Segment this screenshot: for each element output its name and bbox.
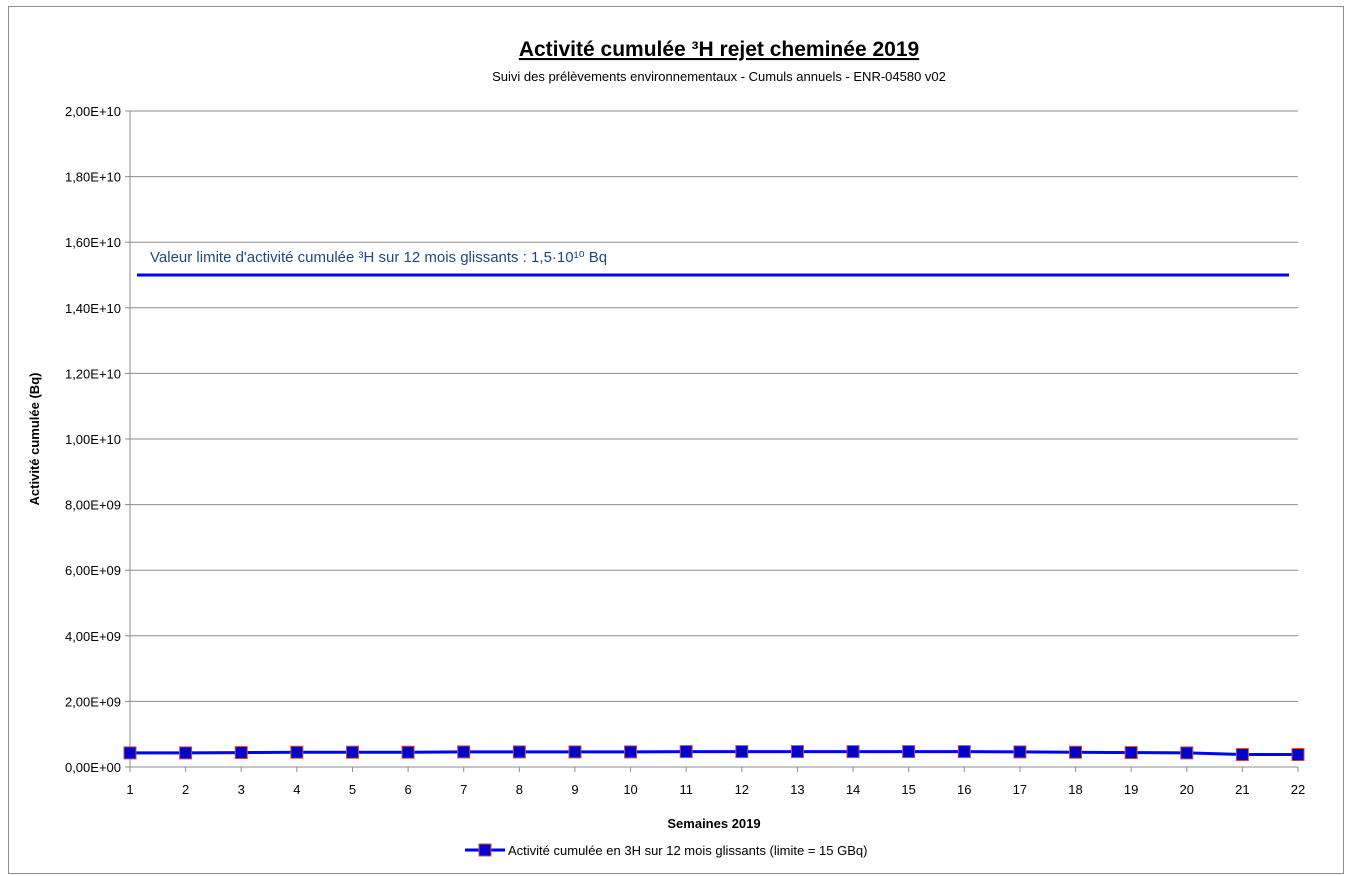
x-tick-label: 9 <box>571 782 578 797</box>
data-point-marker <box>735 745 749 759</box>
line-chart: Activité cumulée ³H rejet cheminée 2019 … <box>27 38 1305 858</box>
x-tick-label: 14 <box>846 782 860 797</box>
x-tick-label: 7 <box>460 782 467 797</box>
limit-line-label: Valeur limite d'activité cumulée ³H sur … <box>150 249 607 266</box>
data-point-marker <box>123 746 137 760</box>
x-tick-label: 11 <box>679 782 693 797</box>
data-point-marker <box>1291 748 1305 762</box>
data-point-marker <box>902 745 916 759</box>
data-point-marker <box>345 745 359 759</box>
x-tick-labels: 1 2 3 4 5 6 7 8 9 10 11 12 13 14 15 16 17 18 19 20 21 22 <box>126 782 1305 797</box>
data-point-marker <box>568 745 582 759</box>
x-tick-label: 6 <box>404 782 411 797</box>
x-tick-label: 1 <box>126 782 133 797</box>
data-point-marker <box>790 745 804 759</box>
data-point-marker <box>1124 746 1138 760</box>
y-tick-label: 2,00E+09 <box>65 694 121 709</box>
limit-line-group: Valeur limite d'activité cumulée ³H sur … <box>137 249 1289 277</box>
y-axis-label: Activité cumulée (Bq) <box>27 373 42 506</box>
data-point-marker <box>512 745 526 759</box>
x-tick-label: 20 <box>1180 782 1194 797</box>
y-tick-label: 4,00E+09 <box>65 629 121 644</box>
axes <box>125 110 1299 772</box>
data-point-marker <box>290 745 304 759</box>
x-tick-label: 21 <box>1235 782 1249 797</box>
x-tick-label: 2 <box>182 782 189 797</box>
chart-subtitle: Suivi des prélèvements environnementaux … <box>492 69 946 84</box>
x-tick-label: 3 <box>238 782 245 797</box>
data-point-marker <box>1180 746 1194 760</box>
chart-title: Activité cumulée ³H rejet cheminée 2019 <box>519 38 919 61</box>
x-tick-label: 12 <box>735 782 749 797</box>
y-tick-label: 1,20E+10 <box>65 366 121 381</box>
data-point-marker <box>1235 748 1249 762</box>
y-tick-label: 2,00E+10 <box>65 104 121 119</box>
y-tick-label: 1,60E+10 <box>65 235 121 250</box>
series-line-group <box>123 745 1305 762</box>
x-tick-label: 10 <box>623 782 637 797</box>
legend: Activité cumulée en 3H sur 12 mois gliss… <box>465 843 867 858</box>
y-tick-label: 6,00E+09 <box>65 563 121 578</box>
x-tick-label: 5 <box>349 782 356 797</box>
x-tick-label: 15 <box>901 782 915 797</box>
x-tick-label: 8 <box>516 782 523 797</box>
legend-marker-swatch <box>478 843 492 857</box>
x-tick-label: 19 <box>1124 782 1138 797</box>
data-point-marker <box>624 745 638 759</box>
x-tick-label: 18 <box>1068 782 1082 797</box>
legend-entry-label: Activité cumulée en 3H sur 12 mois gliss… <box>508 843 867 858</box>
data-point-marker <box>679 745 693 759</box>
x-tick-label: 17 <box>1013 782 1027 797</box>
y-tick-label: 8,00E+09 <box>65 498 121 513</box>
x-tick-label: 22 <box>1291 782 1305 797</box>
y-tick-label: 1,00E+10 <box>65 432 121 447</box>
chart-frame: Activité cumulée ³H rejet cheminée 2019 … <box>8 6 1344 874</box>
y-tick-label: 0,00E+00 <box>65 760 121 775</box>
data-point-marker <box>401 745 415 759</box>
data-point-marker <box>1013 745 1027 759</box>
x-tick-label: 4 <box>293 782 300 797</box>
data-point-marker <box>957 745 971 759</box>
x-tick-label: 16 <box>957 782 971 797</box>
data-point-marker <box>457 745 471 759</box>
y-tick-labels: 0,00E+00 2,00E+09 4,00E+09 6,00E+09 8,00E+09… <box>65 104 121 775</box>
gridlines <box>130 110 1298 702</box>
y-tick-label: 1,40E+10 <box>65 301 121 316</box>
x-tick-label: 13 <box>790 782 804 797</box>
data-point-marker <box>846 745 860 759</box>
y-tick-label: 1,80E+10 <box>65 170 121 185</box>
data-point-marker <box>234 746 248 760</box>
data-point-marker <box>179 746 193 760</box>
data-point-marker <box>1069 745 1083 759</box>
series-line <box>130 750 1298 757</box>
x-axis-label: Semaines 2019 <box>667 816 760 831</box>
